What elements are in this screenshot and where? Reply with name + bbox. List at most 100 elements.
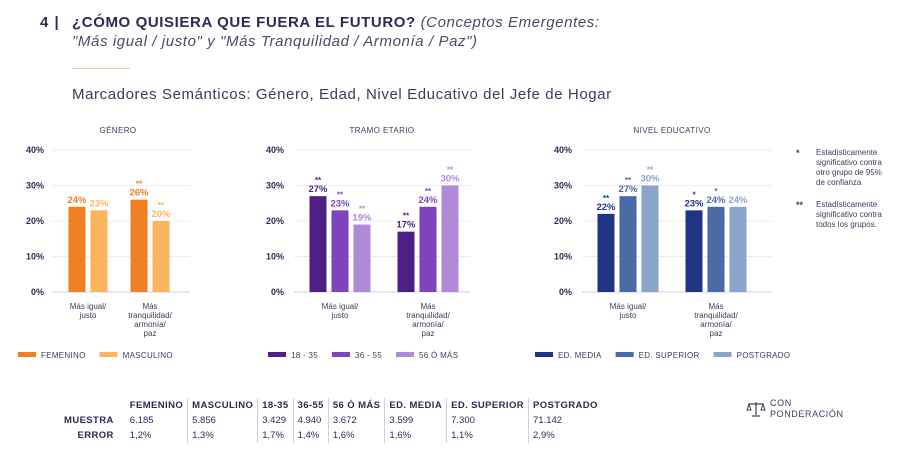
category-label: paz xyxy=(144,329,157,338)
data-label: 20% xyxy=(151,209,171,220)
y-tick-label: 20% xyxy=(266,216,284,226)
y-tick-label: 30% xyxy=(554,181,572,191)
category-label: justo xyxy=(619,311,637,320)
legend-swatch xyxy=(396,352,415,357)
bar xyxy=(707,206,725,292)
note-line: otro grupo de 95% xyxy=(816,168,882,177)
category-label: Más igual/ xyxy=(610,302,647,311)
legend-swatch xyxy=(332,352,351,357)
table-cell: 1,6% xyxy=(327,428,385,443)
table-cell: 1,7% xyxy=(257,428,294,443)
note-line: Estadísticamente xyxy=(816,148,878,157)
bar xyxy=(641,185,659,292)
table-cell: 3.599 xyxy=(384,413,447,428)
bar xyxy=(419,206,437,292)
data-label: 24% xyxy=(706,195,726,206)
table-header-cell: 18-35 xyxy=(257,398,294,413)
category-label: justo xyxy=(331,311,349,320)
legend-swatch xyxy=(535,352,553,357)
note-line: significativo contra xyxy=(816,158,882,167)
category-label: Más xyxy=(708,302,723,311)
significance-mark: ** xyxy=(603,194,610,203)
y-tick-label: 10% xyxy=(554,252,572,262)
bar xyxy=(331,210,349,292)
bar xyxy=(130,199,148,292)
significance-mark: ** xyxy=(447,166,454,175)
legend-label: POSTGRADO xyxy=(737,351,791,360)
chart-title: GÉNERO xyxy=(99,126,136,135)
data-label: 17% xyxy=(396,220,416,231)
significance-mark: * xyxy=(692,190,696,199)
bar xyxy=(619,196,637,292)
data-label: 30% xyxy=(440,174,460,185)
note-line: todos los grupos. xyxy=(816,220,877,229)
row-label: MUESTRA xyxy=(64,415,114,426)
bar xyxy=(152,221,170,292)
significance-mark: ** xyxy=(403,212,410,221)
table-header-cell: MASCULINO xyxy=(187,398,258,413)
legend-swatch xyxy=(713,352,732,357)
bar xyxy=(397,231,415,292)
y-tick-label: 20% xyxy=(26,216,44,226)
y-tick-label: 0% xyxy=(559,287,572,297)
data-label: 24% xyxy=(728,195,748,206)
legend-label: 56 Ó MÁS xyxy=(419,351,458,360)
y-tick-label: 30% xyxy=(26,181,44,191)
table-header-cell: 36-55 xyxy=(292,398,329,413)
bar xyxy=(729,206,747,292)
category-label: armonía/ xyxy=(700,320,732,329)
bar xyxy=(68,206,86,292)
scale-icon xyxy=(746,402,766,417)
legend-swatch xyxy=(268,352,286,357)
legend-label: ED. MEDIA xyxy=(558,351,602,360)
y-tick-label: 40% xyxy=(266,145,284,155)
legend-swatch xyxy=(18,352,36,357)
significance-mark: ** xyxy=(625,176,632,185)
legend-label: MASCULINO xyxy=(123,351,173,360)
significance-mark: ** xyxy=(359,205,366,214)
table-row: MUESTRA 6.185 5.856 3.429 4.940 3.672 3.… xyxy=(60,413,602,428)
significance-mark: ** xyxy=(647,166,654,175)
note-line: significativo contra xyxy=(816,210,882,219)
data-label: 26% xyxy=(129,188,149,199)
data-label: 30% xyxy=(640,174,660,185)
section-number: 4 | xyxy=(40,14,60,31)
legend-label: 36 - 55 xyxy=(355,351,382,360)
significance-mark: ** xyxy=(136,180,143,189)
table-corner xyxy=(60,398,126,413)
category-label: armonía/ xyxy=(412,320,444,329)
table-cell: 1,6% xyxy=(384,428,447,443)
row-label: ERROR xyxy=(77,430,114,441)
data-label: 19% xyxy=(352,213,372,224)
legend-swatch xyxy=(99,352,118,357)
category-label: tranquilidad/ xyxy=(694,311,738,320)
table-cell: 4.940 xyxy=(292,413,329,428)
significance-mark: ** xyxy=(425,187,432,196)
chart-title: NIVEL EDUCATIVO xyxy=(633,126,710,135)
table-cell: 1,1% xyxy=(446,428,529,443)
y-tick-label: 10% xyxy=(26,252,44,262)
category-label: paz xyxy=(710,329,723,338)
page-title: ¿CÓMO QUISIERA QUE FUERA EL FUTURO? (Con… xyxy=(72,14,600,31)
y-tick-label: 0% xyxy=(271,287,284,297)
table-header-row: FEMENINO MASCULINO 18-35 36-55 56 Ó MÁS … xyxy=(60,398,602,413)
data-label: 23% xyxy=(684,198,704,209)
note-star-mark: * xyxy=(796,148,800,158)
bar xyxy=(597,213,615,292)
bar xyxy=(353,224,371,292)
significance-mark: ** xyxy=(315,176,322,185)
data-label: 27% xyxy=(618,184,638,195)
y-tick-label: 20% xyxy=(554,216,572,226)
section-subtitle: Marcadores Semánticos: Género, Edad, Niv… xyxy=(72,86,612,103)
y-tick-label: 30% xyxy=(266,181,284,191)
table-cell: 1,2% xyxy=(129,430,152,441)
y-tick-label: 40% xyxy=(554,145,572,155)
significance-mark: * xyxy=(714,187,718,196)
y-tick-label: 40% xyxy=(26,145,44,155)
sample-table: FEMENINO MASCULINO 18-35 36-55 56 Ó MÁS … xyxy=(60,398,602,443)
legend-swatch xyxy=(615,352,634,357)
title-text: ¿CÓMO QUISIERA QUE FUERA EL FUTURO? xyxy=(72,14,416,31)
bar xyxy=(441,185,459,292)
weighting-line1: CON xyxy=(770,398,792,408)
